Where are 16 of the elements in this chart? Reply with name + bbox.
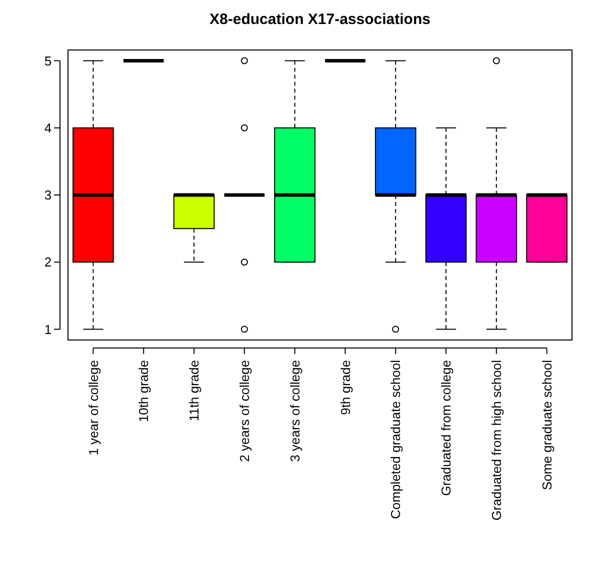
y-tick-label: 3 xyxy=(44,188,52,203)
x-tick-label: 3 years of college xyxy=(287,360,302,462)
x-tick-label: 11th grade xyxy=(186,360,202,422)
y-tick-label: 2 xyxy=(44,254,52,270)
x-tick-label: Graduated from high school xyxy=(488,360,504,520)
x-tick-label: Graduated from college xyxy=(438,360,454,496)
chart-title: X8-education X17-associations xyxy=(210,11,430,28)
y-tick-label: 1 xyxy=(44,322,52,337)
x-tick-label: Completed graduate school xyxy=(388,360,404,519)
x-tick-label: 2 years of college xyxy=(236,360,252,462)
x-tick-label: Some graduate school xyxy=(539,360,554,490)
y-tick-label: 4 xyxy=(44,120,52,136)
y-tick-label: 5 xyxy=(44,53,52,68)
x-tick-label: 9th grade xyxy=(338,360,353,415)
x-tick-label: 1 year of college xyxy=(86,360,101,456)
x-tick-label: 10th grade xyxy=(136,360,152,422)
